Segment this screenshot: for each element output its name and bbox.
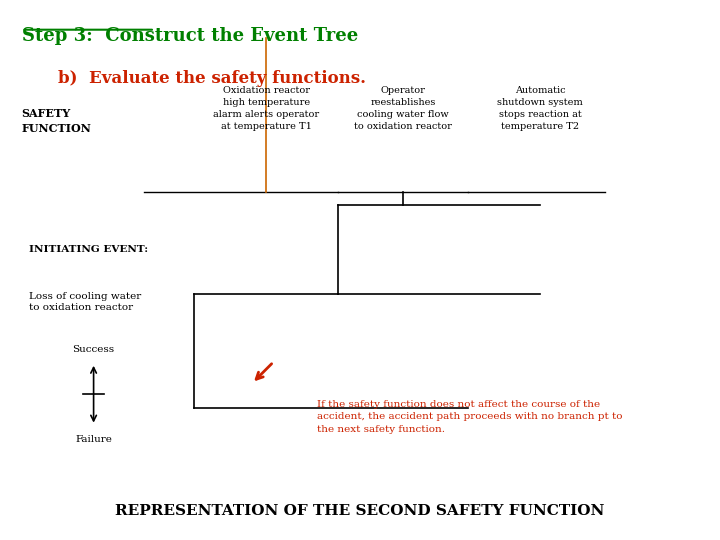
Text: Failure: Failure xyxy=(75,435,112,444)
Text: b)  Evaluate the safety functions.: b) Evaluate the safety functions. xyxy=(58,70,366,87)
Text: Automatic
shutdown system
stops reaction at
temperature T2: Automatic shutdown system stops reaction… xyxy=(497,86,583,131)
Text: INITIATING EVENT:: INITIATING EVENT: xyxy=(29,245,148,254)
Text: REPRESENTATION OF THE SECOND SAFETY FUNCTION: REPRESENTATION OF THE SECOND SAFETY FUNC… xyxy=(115,504,605,518)
Text: Loss of cooling water
to oxidation reactor: Loss of cooling water to oxidation react… xyxy=(29,292,141,313)
Text: Success: Success xyxy=(73,345,114,354)
Text: Oxidation reactor
high temperature
alarm alerts operator
at temperature T1: Oxidation reactor high temperature alarm… xyxy=(213,86,320,131)
Text: If the safety function does not affect the course of the
accident, the accident : If the safety function does not affect t… xyxy=(317,400,622,434)
Text: Operator
reestablishes
cooling water flow
to oxidation reactor: Operator reestablishes cooling water flo… xyxy=(354,86,452,131)
Text: Step 3:  Construct the Event Tree: Step 3: Construct the Event Tree xyxy=(22,27,358,45)
Text: SAFETY
FUNCTION: SAFETY FUNCTION xyxy=(22,108,91,133)
